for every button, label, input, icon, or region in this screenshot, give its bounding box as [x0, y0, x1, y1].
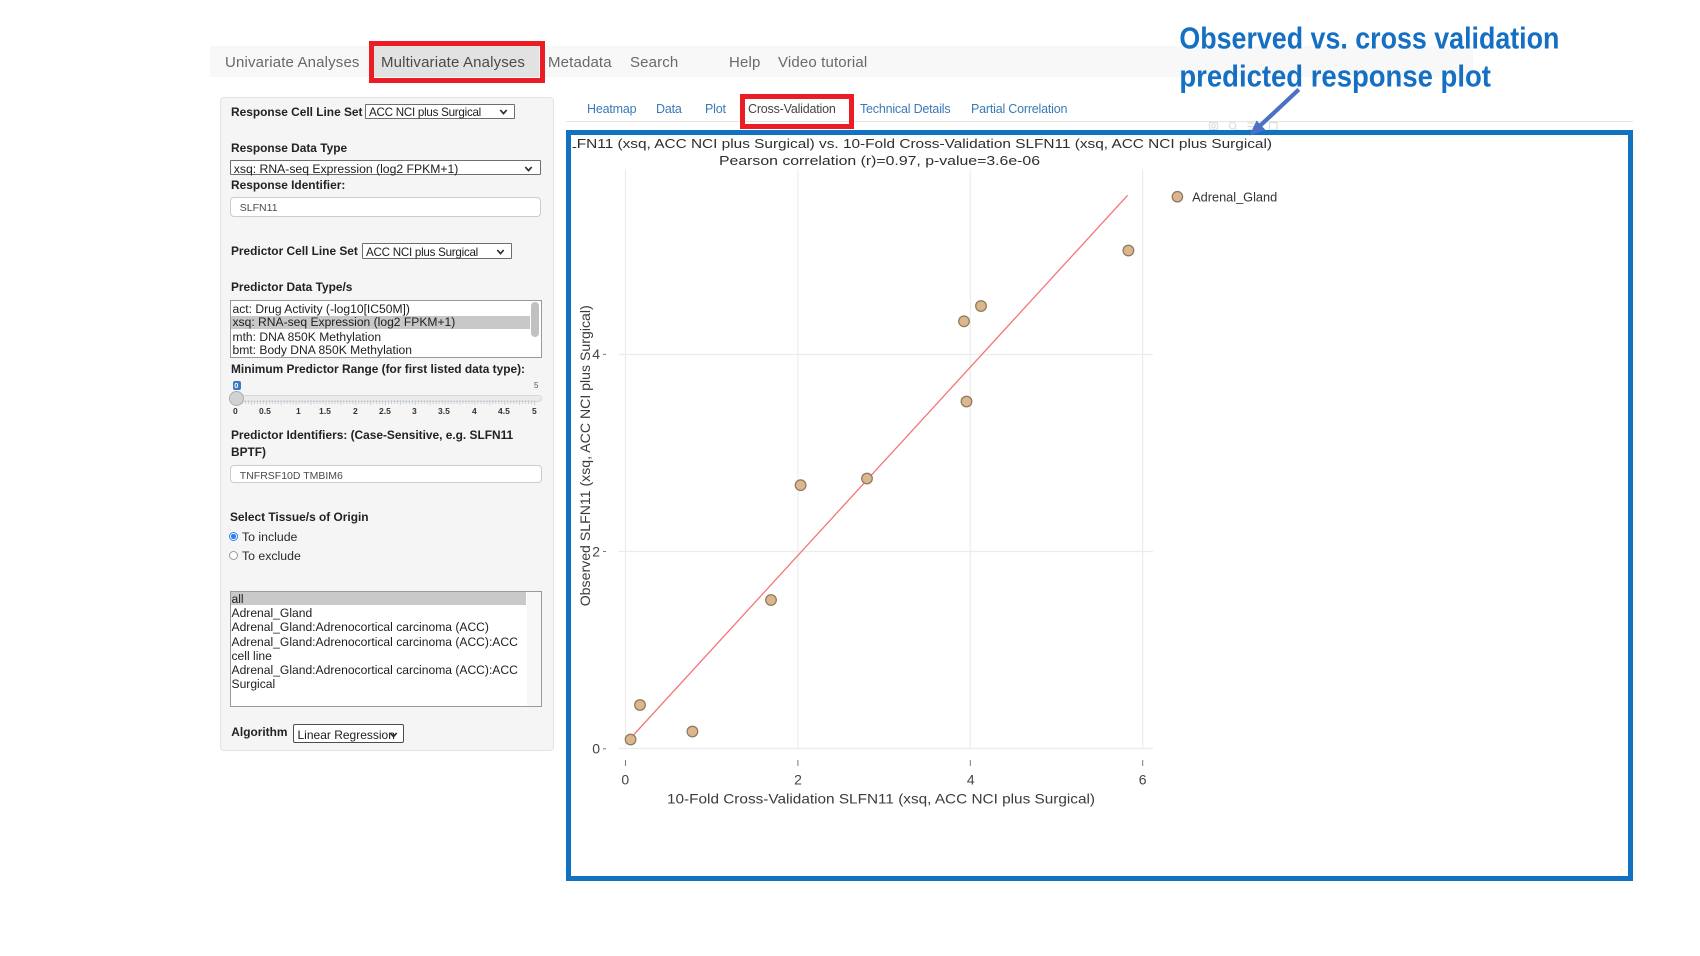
svg-text:Pearson correlation (r)=0.97,: Pearson correlation (r)=0.97, p-value=3.… — [719, 153, 1040, 168]
svg-text:2: 2 — [592, 543, 600, 559]
svg-text:Observed SLFN11 (xsq, ACC NCI: Observed SLFN11 (xsq, ACC NCI plus Surgi… — [577, 305, 593, 606]
svg-text:0: 0 — [621, 772, 629, 788]
svg-text:6: 6 — [1139, 772, 1147, 788]
svg-text:predicted response plot: predicted response plot — [1179, 59, 1491, 94]
svg-text:Observed vs. cross validation: Observed vs. cross validation — [1179, 21, 1559, 56]
svg-text:10-Fold Cross-Validation SLFN1: 10-Fold Cross-Validation SLFN11 (xsq, AC… — [667, 791, 1095, 807]
svg-text:4: 4 — [967, 772, 975, 788]
svg-text:SLFN11 (xsq, ACC NCI plus Surg: SLFN11 (xsq, ACC NCI plus Surgical) vs. … — [558, 136, 1272, 151]
svg-text:0: 0 — [592, 741, 600, 757]
svg-text:4: 4 — [592, 346, 600, 362]
svg-text:Adrenal_Gland: Adrenal_Gland — [1192, 191, 1277, 205]
svg-text:2: 2 — [794, 772, 802, 788]
